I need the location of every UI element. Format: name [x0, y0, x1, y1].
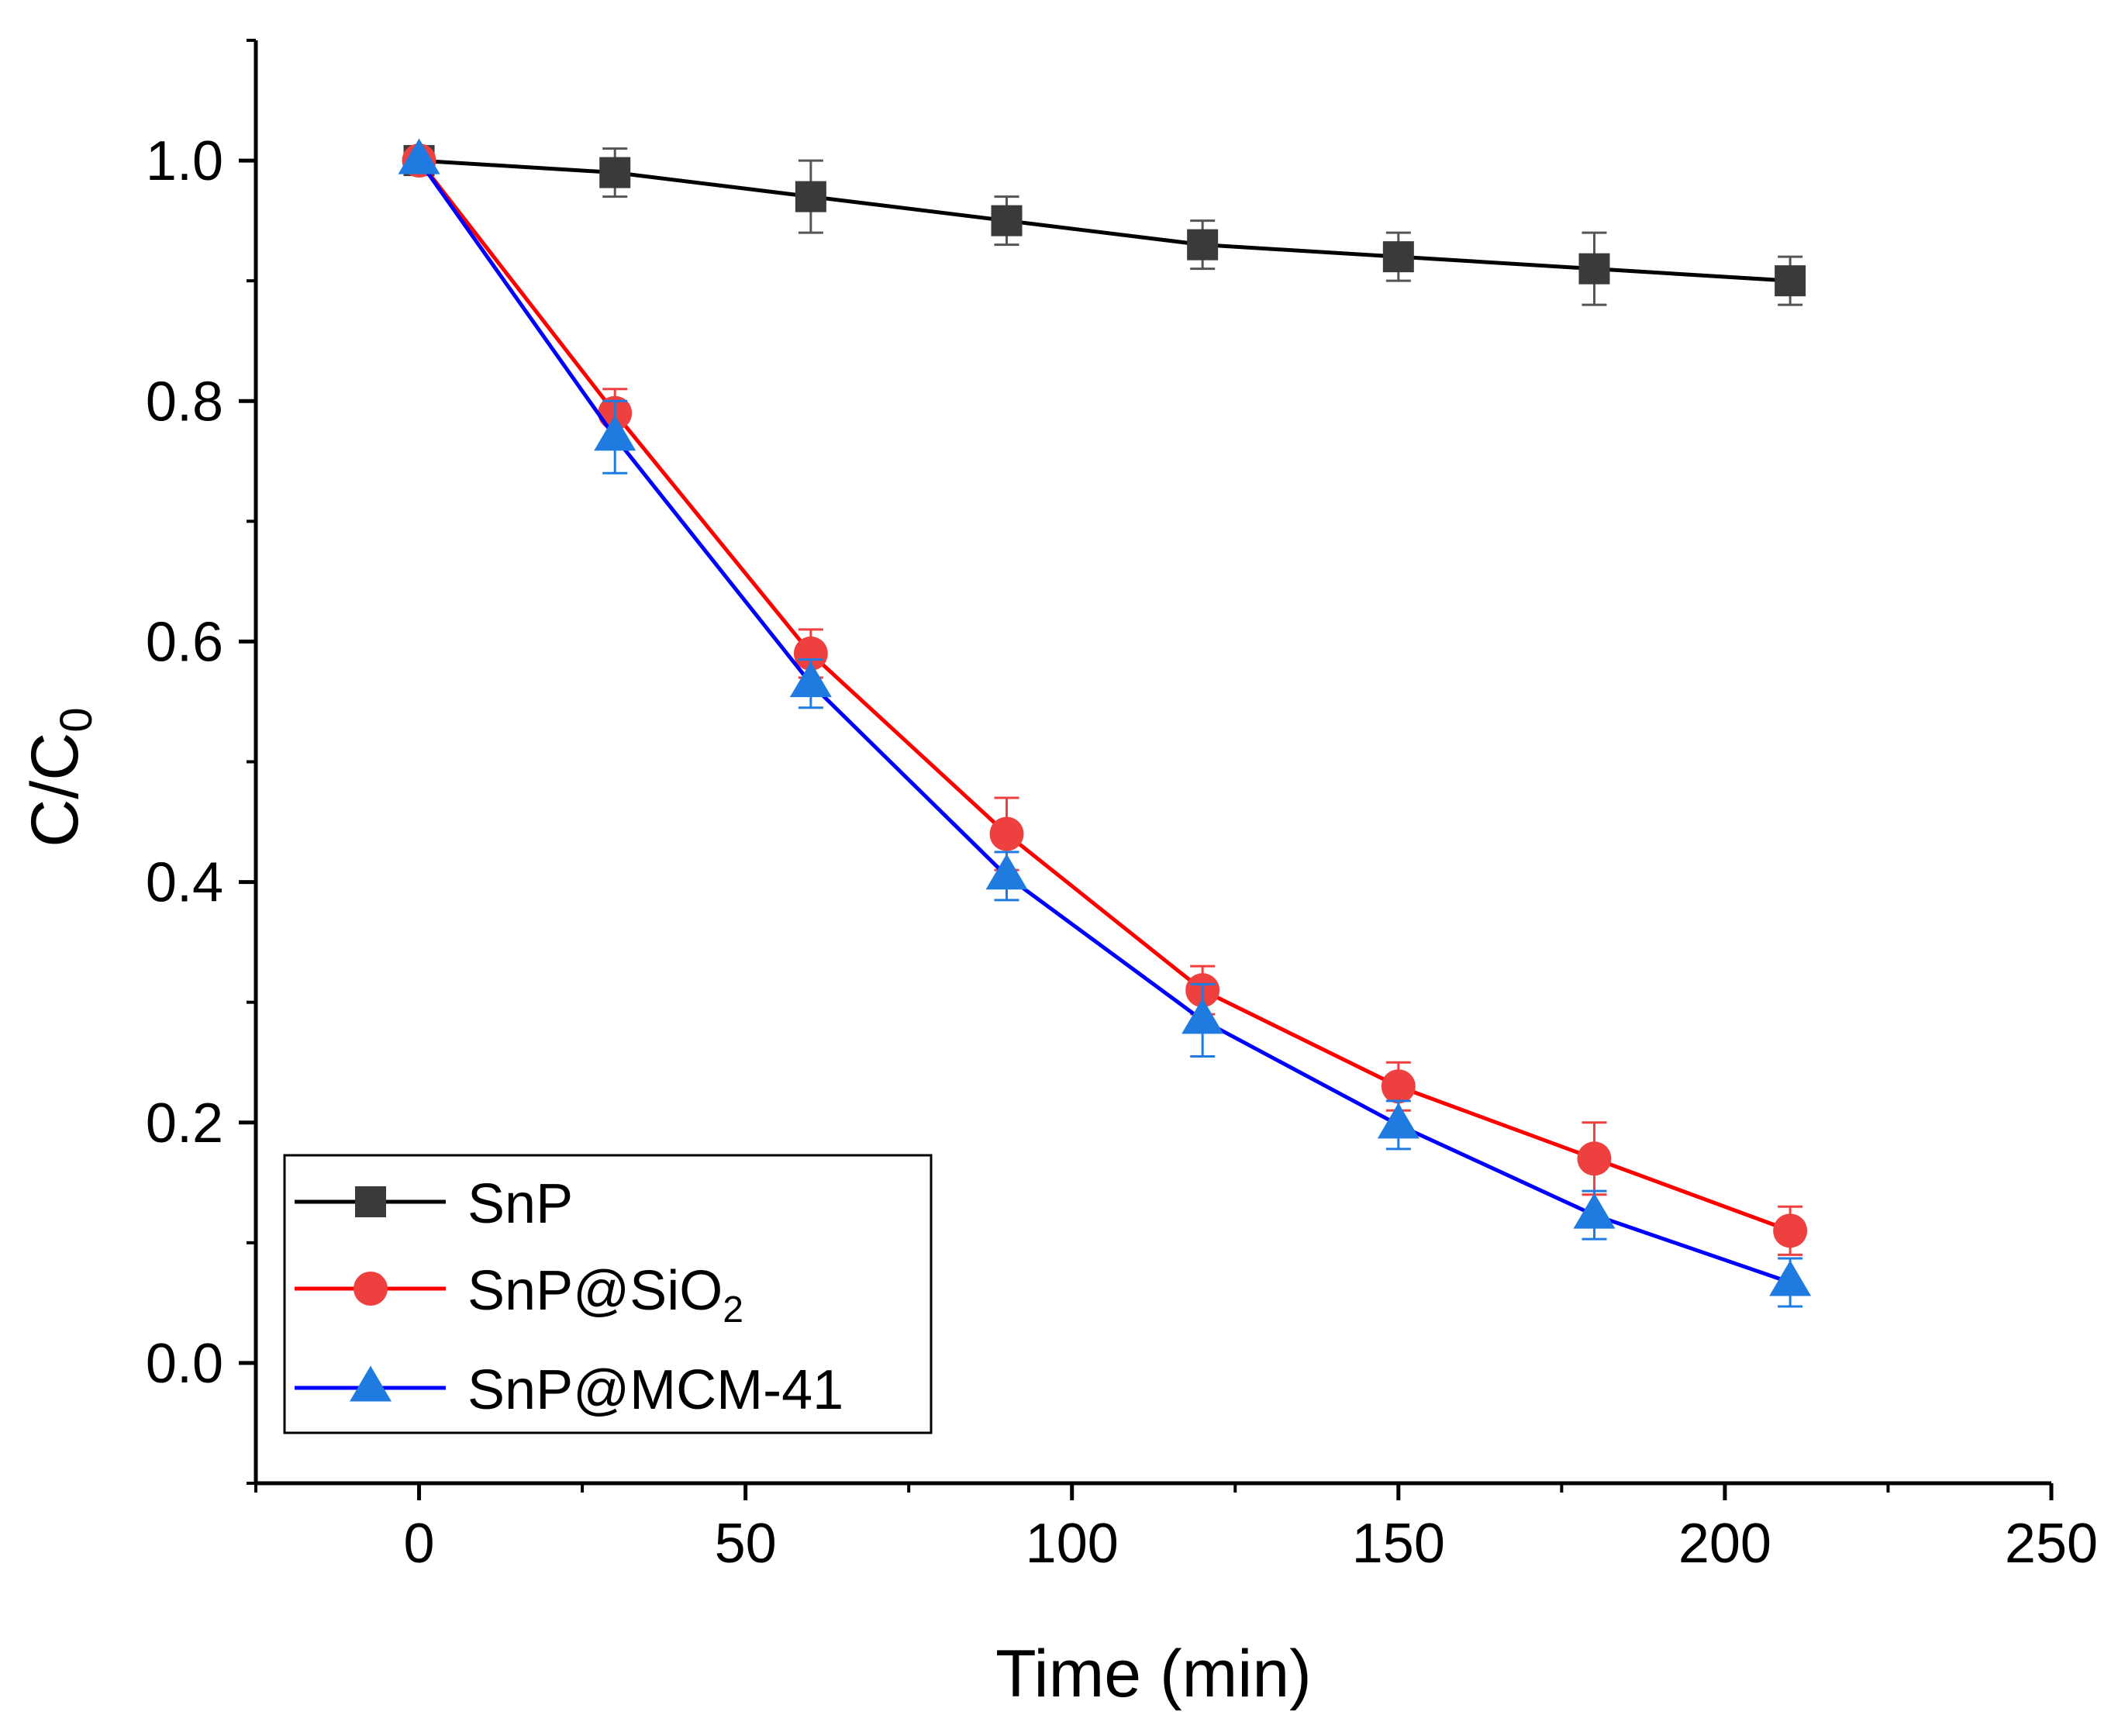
legend-label: SnP@SiO2 — [467, 1260, 743, 1330]
x-tick-label: 100 — [1026, 1513, 1119, 1575]
series-snp — [403, 145, 1806, 306]
legend-marker — [350, 1365, 392, 1402]
legend: SnP SnP@SiO2 SnP@MCM-41 — [283, 1154, 933, 1434]
data-point-snp-mcm-41 — [1181, 998, 1224, 1034]
x-tick-label: 50 — [715, 1513, 777, 1575]
y-tick-label: 0.8 — [146, 371, 223, 433]
y-tick-label: 0.4 — [146, 852, 223, 914]
data-point-snp-mcm-41 — [1377, 1103, 1419, 1139]
legend-label-main: SnP@MCM-41 — [467, 1359, 843, 1421]
data-point-snp-mcm-41 — [789, 661, 832, 698]
data-point-snp-mcm-41 — [398, 138, 440, 174]
data-point-snp — [991, 205, 1023, 236]
y-tick-label: 1.0 — [146, 130, 223, 192]
legend-marker — [354, 1272, 388, 1306]
series-snp-mcm-41 — [398, 138, 1812, 1308]
data-point-snp — [1578, 253, 1610, 285]
data-point-snp — [1775, 265, 1806, 297]
legend-label-main: SnP@SiO — [467, 1260, 723, 1322]
series-line-snp-mcm-41 — [417, 159, 1791, 1285]
data-point-snp-mcm-41 — [1769, 1260, 1812, 1296]
legend-label: SnP — [467, 1173, 573, 1235]
legend-label-main: SnP — [467, 1173, 573, 1235]
y-tick-label: 0.0 — [146, 1333, 223, 1395]
series-line-snp-sio2 — [417, 159, 1791, 1233]
data-point-snp-mcm-41 — [1573, 1192, 1616, 1229]
x-axis-title: Time (min) — [995, 1637, 1312, 1711]
data-point-snp-mcm-41 — [594, 415, 636, 451]
y-tick-label: 0.6 — [146, 611, 223, 673]
series-layer — [398, 138, 1812, 1308]
data-point-snp-sio2 — [1381, 1069, 1416, 1104]
data-point-snp-mcm-41 — [985, 854, 1028, 890]
data-point-snp-sio2 — [1773, 1213, 1808, 1248]
series-line-snp — [419, 158, 1791, 283]
legend-item-snp-mcm-41: SnP@MCM-41 — [295, 1359, 843, 1421]
legend-label: SnP@MCM-41 — [467, 1359, 843, 1421]
legend-label-subscript: 2 — [723, 1289, 743, 1330]
data-point-snp-sio2 — [793, 636, 828, 671]
axes-layer: 0 50 100 150 200 250 0.0 0.2 0.4 0.6 0.8 1.0 — [146, 39, 2098, 1575]
series-snp-sio2 — [402, 143, 1808, 1256]
y-axis-title: C/C0 — [18, 707, 102, 847]
legend-marker — [355, 1186, 386, 1217]
legend-item-snp-sio2: SnP@SiO2 — [295, 1260, 743, 1330]
y-tick-label: 0.2 — [146, 1092, 223, 1154]
x-tick-label: 250 — [2005, 1513, 2098, 1575]
y-axis-title-subscript: 0 — [51, 707, 102, 732]
x-tick-label: 0 — [404, 1513, 435, 1575]
data-point-snp — [1382, 241, 1414, 273]
data-point-snp-sio2 — [1577, 1141, 1612, 1176]
legend-item-snp: SnP — [295, 1173, 573, 1235]
data-point-snp-sio2 — [989, 816, 1024, 851]
x-tick-label: 200 — [1678, 1513, 1771, 1575]
data-point-snp — [1187, 229, 1219, 261]
x-tick-label: 150 — [1352, 1513, 1445, 1575]
data-point-snp — [599, 157, 631, 188]
y-axis-title-main: C/C — [18, 733, 92, 847]
data-point-snp — [795, 181, 826, 212]
